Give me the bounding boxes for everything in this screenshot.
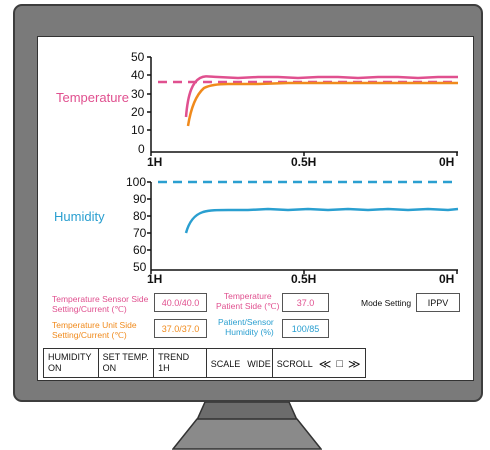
hum-y-tick-60: 60 bbox=[133, 243, 147, 257]
sensor-side-label: Temperature Sensor Side Setting/Current … bbox=[52, 294, 149, 314]
temperature-axes bbox=[147, 56, 458, 156]
hum-y-tick-80: 80 bbox=[133, 209, 147, 223]
hum-x-tick-0h: 0H bbox=[439, 272, 455, 286]
set-temp-toggle-button[interactable]: SET TEMP. ON bbox=[99, 349, 155, 377]
unit-side-label: Temperature Unit Side Setting/Current (℃… bbox=[52, 320, 137, 340]
temp-y-tick-10: 10 bbox=[131, 123, 145, 137]
scale-button[interactable]: SCALE WIDE bbox=[207, 349, 273, 377]
humidity-readout-value: 100/85 bbox=[282, 319, 329, 338]
temperature-chart-label: Temperature bbox=[56, 90, 129, 105]
patient-side-label: Temperature Patient Side (℃) bbox=[216, 291, 280, 311]
scroll-right-icon[interactable]: ≫ bbox=[348, 357, 361, 371]
scroll-controls: SCROLL ≪ □ ≫ bbox=[273, 349, 365, 377]
humidity-axes bbox=[147, 181, 458, 274]
temp-y-tick-30: 30 bbox=[131, 87, 145, 101]
hum-y-tick-70: 70 bbox=[133, 226, 147, 240]
unit-side-value: 37.0/37.0 bbox=[154, 319, 207, 338]
scale-wide-value: WIDE bbox=[247, 359, 271, 369]
temp-y-tick-50: 50 bbox=[131, 50, 145, 64]
hum-x-tick-half: 0.5H bbox=[291, 272, 317, 286]
scale-label: SCALE bbox=[210, 359, 241, 369]
temp-x-tick-1h: 1H bbox=[147, 155, 163, 169]
humidity-readout-label: Patient/Sensor Humidity (%) bbox=[218, 317, 274, 337]
hum-y-tick-90: 90 bbox=[133, 192, 147, 206]
hum-y-tick-50: 50 bbox=[133, 260, 147, 274]
temp-x-tick-half: 0.5H bbox=[291, 155, 317, 169]
hum-x-tick-1h: 1H bbox=[147, 272, 163, 286]
temp-y-tick-20: 20 bbox=[131, 105, 145, 119]
humidity-current-trend bbox=[184, 207, 459, 234]
scroll-stop-icon[interactable]: □ bbox=[336, 358, 343, 370]
humidity-chart bbox=[147, 180, 459, 274]
scroll-left-icon[interactable]: ≪ bbox=[318, 357, 332, 371]
scroll-label: SCROLL bbox=[276, 359, 313, 369]
monitor-stand-base bbox=[172, 418, 322, 450]
temp-y-tick-0: 0 bbox=[138, 142, 145, 156]
temperature-chart bbox=[147, 56, 458, 156]
mode-setting-label: Mode Setting bbox=[361, 298, 412, 308]
humidity-toggle-button[interactable]: HUMIDITY ON bbox=[44, 349, 99, 377]
monitor-stand-neck bbox=[197, 402, 297, 420]
sensor-side-value: 40.0/40.0 bbox=[154, 293, 207, 312]
temperature-unit-trend bbox=[186, 81, 458, 127]
patient-side-value: 37.0 bbox=[282, 293, 329, 312]
temperature-sensor-trend bbox=[184, 75, 458, 118]
hum-y-tick-100: 100 bbox=[126, 175, 147, 189]
temp-x-tick-0h: 0H bbox=[439, 155, 455, 169]
temp-y-tick-40: 40 bbox=[131, 68, 145, 82]
control-button-bar: HUMIDITY ON SET TEMP. ON TREND 1H SCALE … bbox=[43, 348, 366, 378]
monitor-screen: Temperature 50 40 30 20 10 0 1H 0.5H 0H … bbox=[37, 36, 474, 381]
trend-button[interactable]: TREND 1H bbox=[154, 349, 207, 377]
mode-setting-value[interactable]: IPPV bbox=[416, 293, 460, 312]
humidity-chart-label: Humidity bbox=[54, 209, 105, 224]
